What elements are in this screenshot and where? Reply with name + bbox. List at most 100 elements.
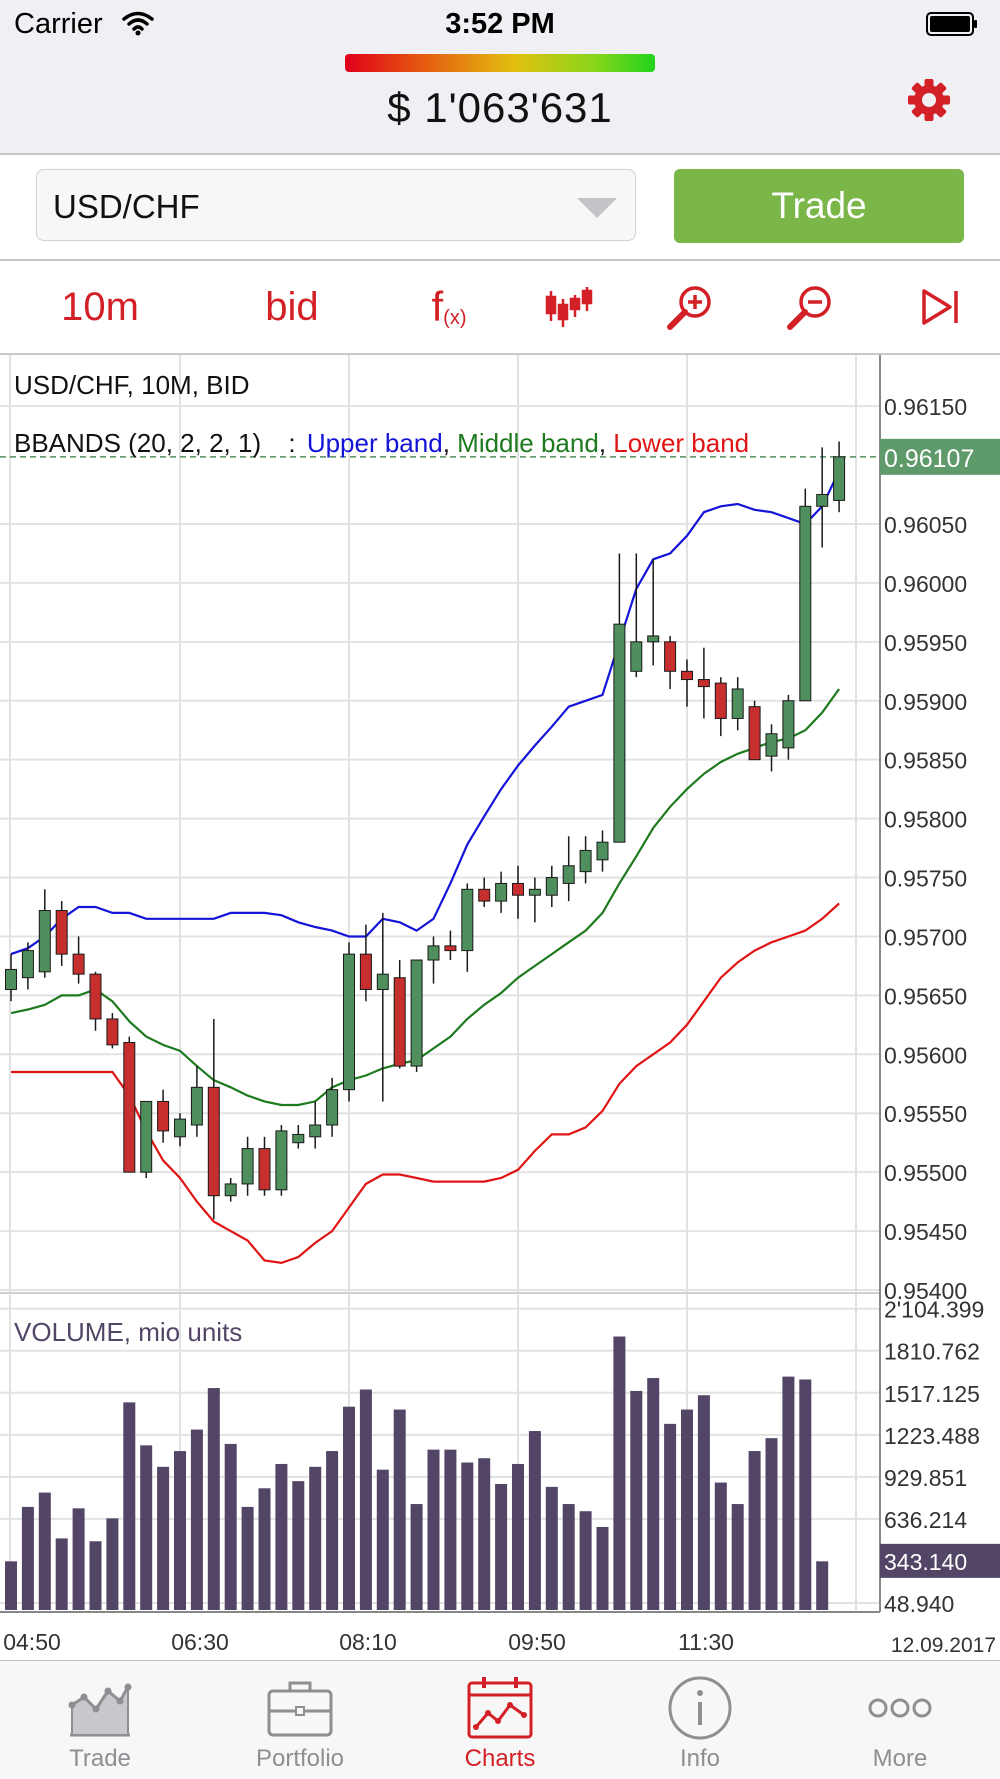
wifi-icon <box>122 11 154 36</box>
candle-body <box>765 733 778 757</box>
candle-body <box>427 945 440 961</box>
price-tick-label: 0.96150 <box>884 394 967 420</box>
candle-body <box>664 641 677 672</box>
candle-body <box>799 505 812 702</box>
price-tick-label: 0.95600 <box>884 1042 967 1068</box>
function-icon[interactable]: f (x) <box>404 261 494 353</box>
gear-icon[interactable] <box>906 77 952 123</box>
candlestick-type-icon[interactable] <box>530 261 610 353</box>
legend-comma: , <box>443 428 457 458</box>
tab-info[interactable]: Info <box>600 1661 800 1779</box>
timeframe-label: 10m <box>61 284 139 329</box>
candle-body <box>106 1018 119 1046</box>
volume-bar <box>190 1429 203 1610</box>
volume-bar <box>72 1508 85 1610</box>
volume-bar <box>681 1409 693 1610</box>
time-tick-label: 11:30 <box>678 1629 734 1655</box>
tab-charts[interactable]: Charts <box>400 1661 600 1779</box>
tab-portfolio[interactable]: Portfolio <box>200 1661 400 1779</box>
candle-body <box>697 679 710 688</box>
chart-toolbar: 10m bid f (x) <box>0 261 1000 355</box>
candle-body <box>190 1086 203 1126</box>
chart-grid <box>0 355 880 1610</box>
volume-bar <box>174 1451 186 1610</box>
trade-button[interactable]: Trade <box>674 169 964 243</box>
function-subscript: (x) <box>443 306 467 329</box>
chart-canvas[interactable]: 0.96150 0.96050 0.96000 0.95950 0.95900 0.958… <box>0 355 1000 1660</box>
instrument-row: USD/CHF Trade <box>0 155 1000 261</box>
price-type-button[interactable]: bid <box>232 261 352 353</box>
candle-body <box>613 623 626 843</box>
volume-bar <box>765 1438 778 1610</box>
volume-bar <box>444 1449 457 1610</box>
candle-body <box>326 1089 339 1126</box>
volume-tick-label: 1517.125 <box>884 1381 980 1407</box>
candle-body <box>512 882 524 896</box>
candle-body <box>275 1130 288 1191</box>
sentiment-bar <box>345 54 655 72</box>
candle-body <box>5 968 17 990</box>
chart-axes: 0.96150 0.96050 0.96000 0.95950 0.95900 0.958… <box>0 355 1000 1657</box>
chevron-down-icon <box>577 198 617 218</box>
volume-bar <box>495 1484 508 1610</box>
zoom-in-icon[interactable] <box>650 261 730 353</box>
time-tick-label: 06:30 <box>171 1629 229 1655</box>
candle-body <box>647 635 660 643</box>
candle-body <box>140 1100 153 1173</box>
volume-tick-label: 636.214 <box>884 1507 967 1533</box>
candle-body <box>731 688 744 719</box>
volume-bar <box>326 1451 339 1610</box>
candle-body <box>579 849 592 873</box>
price-tick-label: 0.95900 <box>884 689 967 715</box>
current-price-badge <box>880 438 1000 475</box>
volume-bar <box>410 1504 423 1610</box>
instrument-select[interactable]: USD/CHF <box>36 169 636 241</box>
tab-charts-label: Charts <box>464 1745 536 1772</box>
volume-bar <box>714 1482 727 1610</box>
chart-area[interactable]: 0.96150 0.96050 0.96000 0.95950 0.95900 0.958… <box>0 355 1000 1660</box>
indicator-name: BBANDS (20, 2, 2, 1) <box>14 428 261 458</box>
volume-bar <box>596 1526 609 1610</box>
volume-bar <box>748 1451 761 1610</box>
price-tick-label: 0.95650 <box>884 983 967 1009</box>
volume-bar <box>309 1466 322 1610</box>
candle-body <box>596 841 609 861</box>
tab-more[interactable]: More <box>800 1661 1000 1779</box>
volume-bar <box>427 1449 440 1610</box>
price-tick-label: 0.95950 <box>884 630 967 656</box>
trade-chart-icon <box>68 1683 132 1737</box>
candle-body <box>461 888 474 952</box>
candle-body <box>21 950 34 979</box>
candle-body <box>207 1086 220 1197</box>
candle-body <box>343 953 355 1091</box>
function-label: f <box>431 283 444 330</box>
instrument-value: USD/CHF <box>53 188 200 225</box>
current-price-label: 0.96107 <box>884 445 974 473</box>
volume-bar <box>157 1466 170 1610</box>
candle-body <box>410 959 423 1067</box>
candle-body <box>174 1118 186 1138</box>
volume-bar <box>562 1504 575 1610</box>
account-header: $ 1'063'631 <box>0 50 1000 155</box>
candle-body <box>359 953 372 990</box>
upper-band-line <box>10 470 841 956</box>
candle-body <box>224 1183 237 1197</box>
volume-bar <box>343 1406 355 1610</box>
volume-bar <box>55 1538 68 1610</box>
candle-body <box>258 1148 271 1191</box>
charts-calendar-icon <box>467 1677 533 1739</box>
carrier-name: Carrier <box>14 8 103 40</box>
price-type-label: bid <box>265 284 319 329</box>
volume-bar <box>292 1481 305 1610</box>
timeframe-button[interactable]: 10m <box>40 261 160 353</box>
volume-bar <box>731 1504 744 1610</box>
tab-trade[interactable]: Trade <box>0 1661 200 1779</box>
zoom-out-icon[interactable] <box>770 261 850 353</box>
jump-to-end-icon[interactable] <box>900 261 980 353</box>
indicator-legend: BBANDS (20, 2, 2, 1) : Upper band, Middl… <box>14 428 749 458</box>
volume-bar <box>207 1388 220 1610</box>
candle-body <box>292 1133 305 1144</box>
volume-bar <box>123 1402 136 1610</box>
candle-body <box>478 888 491 902</box>
price-tick-label: 0.95700 <box>884 924 967 950</box>
